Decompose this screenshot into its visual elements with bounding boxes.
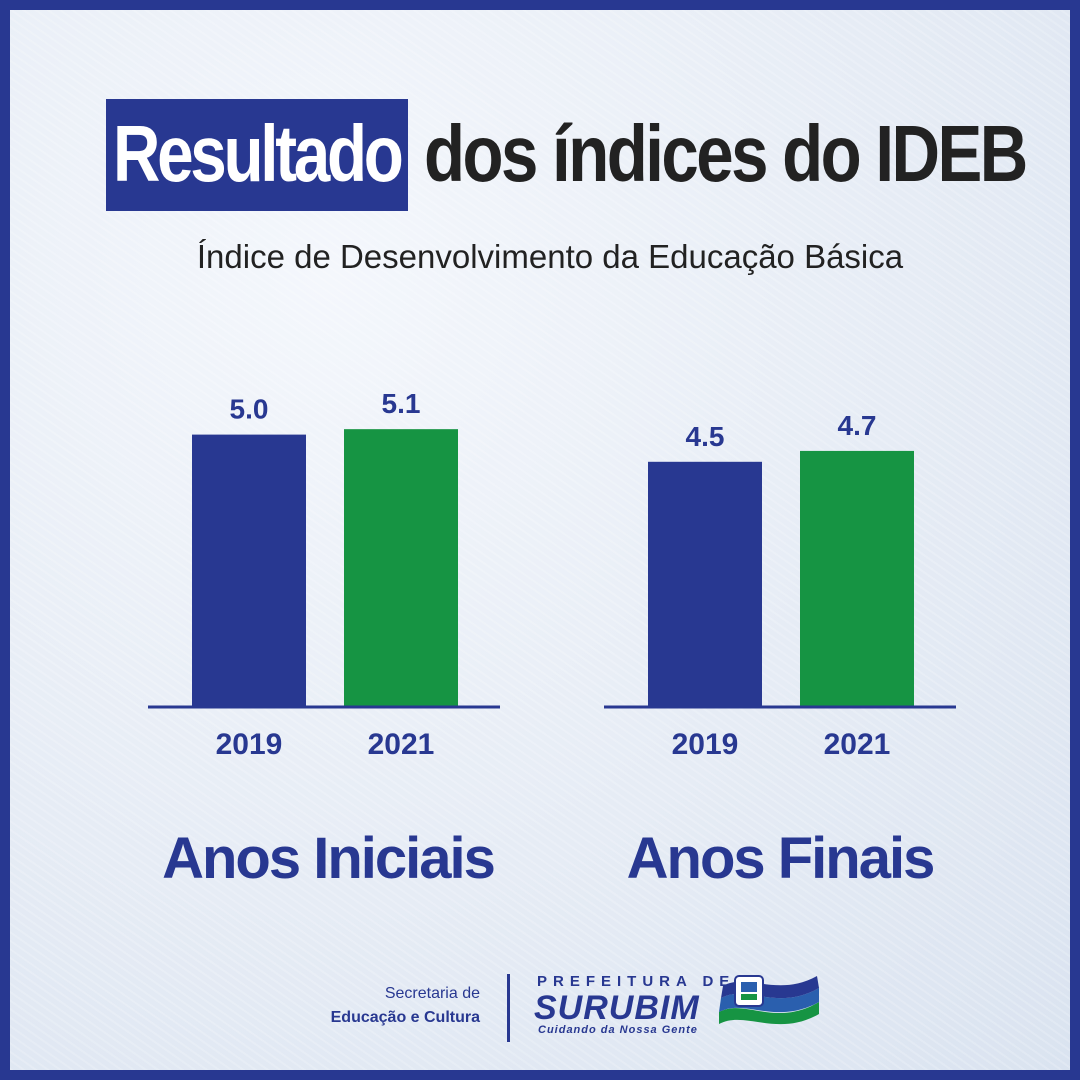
- department-line-1: Secretaria de: [384, 985, 480, 1002]
- logo-tagline: Cuidando da Nossa Gente: [538, 1024, 698, 1036]
- x-tick-label: 2019: [672, 728, 739, 761]
- value-label: 5.0: [230, 394, 269, 425]
- footer-divider: [507, 974, 510, 1042]
- chart-title: Anos Finais: [627, 826, 934, 891]
- logo-prefeitura-text: PREFEITURA DE: [537, 973, 736, 990]
- title-highlight-box: [106, 99, 408, 211]
- chart-title: Anos Iniciais: [162, 826, 494, 891]
- bar-1-2021: [800, 450, 914, 707]
- value-label: 5.1: [382, 388, 421, 419]
- department-line-2: Educação e Cultura: [330, 1009, 480, 1026]
- city-flag-emblem-icon: [719, 975, 819, 1025]
- bar-charts: 5.0 2019 5.1 2021 Anos Iniciais 4.5 2019 4.7 202…: [148, 388, 956, 891]
- title-text: dos índices do IDEB: [424, 109, 1028, 198]
- x-tick-label: 2019: [216, 728, 283, 761]
- bar-0-2021: [344, 429, 458, 707]
- title-highlight-text: Resultado: [113, 109, 404, 198]
- x-tick-label: 2021: [824, 728, 891, 761]
- bar-1-2019: [648, 461, 762, 707]
- x-tick-label: 2021: [368, 728, 435, 761]
- value-label: 4.7: [838, 410, 877, 441]
- logo-city-name: SURUBIM: [534, 989, 700, 1027]
- value-label: 4.5: [686, 421, 725, 452]
- bar-0-2019: [192, 434, 306, 707]
- subtitle: Índice de Desenvolvimento da Educação Bá…: [196, 238, 904, 275]
- department-name: Secretaria de Educação e Cultura: [220, 982, 480, 1030]
